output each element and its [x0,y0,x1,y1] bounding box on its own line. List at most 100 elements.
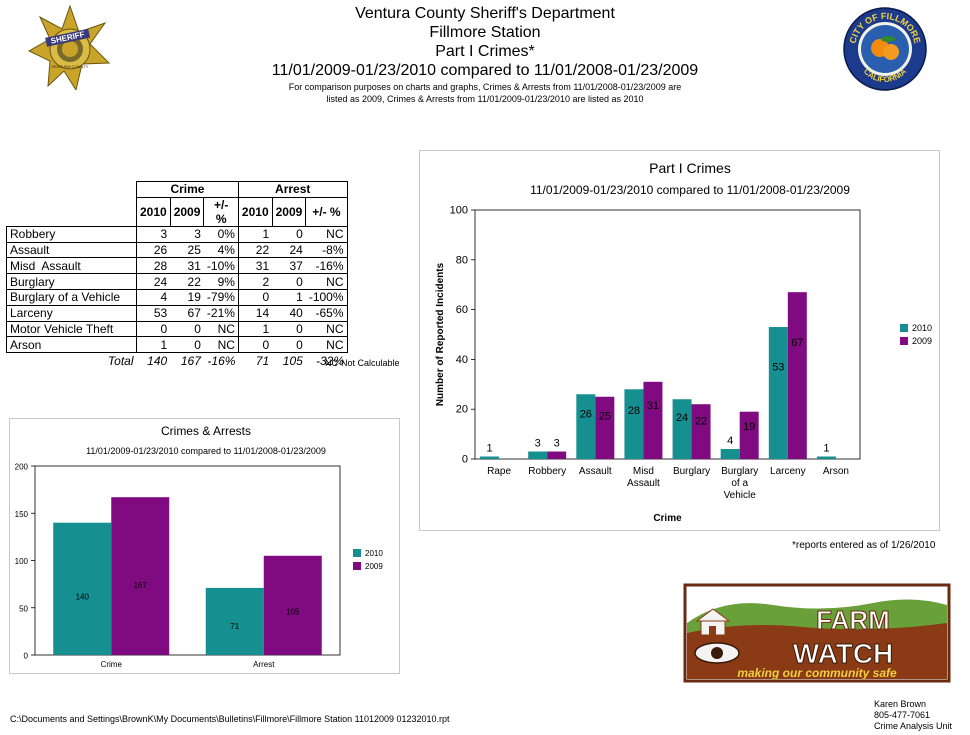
row-label: Burglary of a Vehicle [6,288,137,306]
arrest-2009-cell: 40 [272,304,306,322]
crime-2009-cell: 31 [170,257,204,275]
x-category-label: Arrest [253,660,275,669]
crime-2010-cell: 0 [136,320,171,338]
arrest-2010-cell: 2 [238,273,273,290]
row-label: Motor Vehicle Theft [6,320,137,338]
crime-summary-table: Crime Arrest 2010 2009 +/- % 2010 2009 +… [6,181,348,368]
crime-pct-cell: -79% [203,288,239,306]
bar-value-label: 105 [286,607,300,616]
crime-pct-cell: -10% [203,257,239,275]
y-tick-label: 20 [456,404,468,416]
crime-2009-cell: 3 [170,225,204,243]
arrest-col-2009: 2009 [271,196,307,227]
bar-2009 [691,404,711,459]
bar-2010 [624,389,644,459]
table-total-row: Total 140 167 -16% 71 105 -32% [7,353,348,369]
part1-crimes-chart: Part I Crimes 11/01/2009-01/23/2010 compa… [435,160,932,524]
bar-value-label: 53 [772,362,784,374]
arrest-pct-cell: -8% [305,241,348,259]
chart-subtitle: 11/01/2009-01/23/2010 compared to 11/01/… [86,446,326,456]
table-row: Burglary 24 22 9% 2 0 NC [6,273,348,290]
crime-pct-cell: 4% [203,241,239,259]
crime-pct-cell: 0% [203,225,239,243]
bar-2010 [816,456,836,459]
bar-value-label: 31 [647,400,659,412]
crime-group-header: Crime [136,181,239,198]
part1-chart-frame: Part I Crimes 11/01/2009-01/23/2010 compa… [419,150,940,531]
arrest-2009-cell: 24 [272,241,306,259]
legend-label: 2009 [912,336,932,346]
x-category-label: Misd [633,466,654,477]
bar-value-label: 140 [76,592,90,601]
reports-note: *reports entered as of 1/26/2010 [792,540,936,551]
crime-2009-cell: 0 [170,336,204,354]
table-row: Assault 26 25 4% 22 24 -8% [6,241,348,259]
x-category-label: Crime [101,660,123,669]
row-label: Misd Assault [6,257,137,275]
crime-2010-cell: 24 [136,273,171,290]
total-label: Total [107,353,134,368]
row-label: Robbery [6,225,137,243]
x-category-label: Larceny [770,466,806,477]
bar-2010 [528,451,548,459]
row-label: Burglary [6,273,137,290]
total-arrest-pct: -32% [316,353,345,368]
bar-2010 [672,399,692,459]
x-category-label: Assault [627,478,660,489]
crime-2009-cell: 0 [170,320,204,338]
table-row: Misd Assault 28 31 -10% 31 37 -16% [6,257,348,275]
badge-bottom-text: VENTURA COUNTY [52,64,89,69]
crime-2010-cell: 26 [136,241,171,259]
bar-value-label: 1 [487,443,493,455]
date-range-title: 11/01/2009-01/23/2010 compared to 11/01/… [271,62,699,79]
legend-label: 2010 [365,549,383,558]
bar-value-label: 25 [599,410,611,422]
arrest-2009-cell: 0 [272,336,306,354]
table-row: Robbery 3 3 0% 1 0 NC [6,225,348,243]
bar-2010 [205,587,264,655]
arrest-2010-cell: 0 [238,336,273,354]
arrest-2009-cell: 0 [272,225,306,243]
crime-2010-cell: 3 [136,225,171,243]
bar-value-label: 167 [134,581,148,590]
y-tick-label: 100 [15,557,29,566]
crime-col-pct: +/- % [203,196,239,227]
row-label: Arson [6,336,137,354]
crime-pct-cell: NC [203,336,239,354]
total-crime-2009: 167 [180,353,201,368]
chart-title: Crimes & Arrests [161,424,251,438]
arrest-col-2010: 2010 [237,196,273,227]
contact-block: Karen Brown 805-477-7061 Crime Analysis … [874,699,952,732]
x-category-label: Vehicle [724,490,757,501]
farm-word-text: FARM [816,605,890,635]
arrest-2009-cell: 1 [272,288,306,306]
x-axis-label: Crime [653,513,682,524]
arrest-2009-cell: 37 [272,257,306,275]
arrest-2009-cell: 0 [272,273,306,290]
bar-2009 [643,381,663,459]
comparison-note-2: listed as 2009, Crimes & Arrests from 11… [326,94,644,104]
y-axis-label: Number of Reported Incidents [435,262,446,406]
watch-word-text: WATCH [793,638,894,669]
table-row: Arson 1 0 NC 0 0 NC [6,336,348,354]
crime-2010-cell: 53 [136,304,171,322]
bar-2009 [739,411,759,459]
contact-name: Karen Brown [874,699,927,709]
crime-pct-cell: 9% [203,273,239,290]
crime-2009-cell: 22 [170,273,204,290]
crime-2010-cell: 4 [136,288,171,306]
arrest-2009-cell: 0 [272,320,306,338]
y-tick-label: 150 [15,510,29,519]
legend-swatch-2009 [900,337,908,345]
y-tick-label: 60 [456,304,468,316]
y-tick-label: 100 [450,205,468,217]
arrest-group-header: Arrest [237,181,348,198]
report-title: Part I Crimes* [435,43,535,60]
bar-2010 [480,456,500,459]
arrest-pct-cell: -16% [305,257,348,275]
arrest-2010-cell: 0 [238,288,273,306]
y-tick-label: 40 [456,354,468,366]
y-tick-label: 50 [19,604,28,613]
bar-value-label: 71 [230,622,239,631]
legend-label: 2010 [912,323,932,333]
